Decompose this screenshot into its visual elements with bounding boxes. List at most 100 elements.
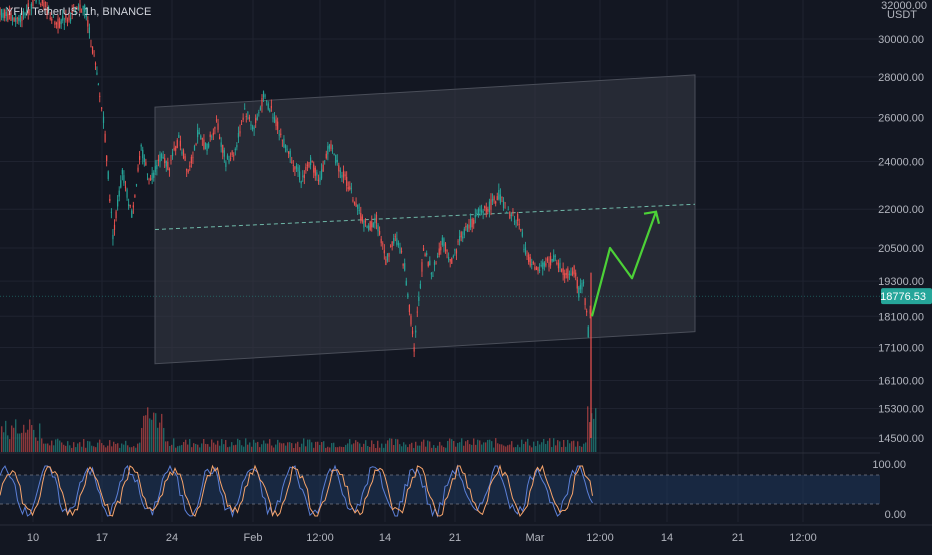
price-candle-body	[523, 249, 524, 250]
price-candle-body	[330, 144, 331, 149]
price-candle-body	[379, 231, 380, 235]
price-candle-body	[418, 297, 419, 301]
volume-bar	[65, 446, 66, 452]
price-candle-body	[56, 23, 57, 25]
volume-bar	[51, 441, 52, 452]
price-candle-body	[409, 305, 410, 312]
price-candle-body	[0, 8, 1, 15]
volume-bar	[291, 443, 292, 452]
volume-bar	[59, 441, 60, 452]
price-candle-body	[555, 256, 556, 257]
price-candle-body	[282, 140, 283, 141]
volume-bar	[37, 441, 38, 452]
time-axis-label: Mar	[526, 532, 545, 544]
price-candle-body	[296, 165, 297, 168]
volume-bar	[39, 423, 40, 452]
price-candle-body	[536, 267, 537, 270]
price-candle-body	[51, 19, 52, 21]
price-candle-body	[354, 202, 355, 204]
volume-bar	[89, 441, 90, 452]
volume-bar	[7, 435, 8, 452]
volume-bar	[23, 425, 24, 452]
price-candle-body	[552, 259, 553, 261]
volume-bar	[493, 448, 494, 452]
price-candle-body	[257, 117, 258, 120]
volume-bar	[267, 444, 268, 452]
volume-bar	[223, 444, 224, 452]
price-candle-body	[575, 273, 576, 277]
price-candle-body	[351, 188, 352, 189]
volume-bar	[479, 440, 480, 452]
price-candle-body	[158, 159, 159, 161]
volume-bar	[29, 419, 30, 452]
price-candle-body	[566, 273, 567, 275]
volume-bar	[81, 447, 82, 452]
osc-axis-tick: 0.00	[885, 509, 906, 521]
volume-bar	[205, 444, 206, 452]
price-candle-body	[114, 225, 115, 230]
price-candle-body	[348, 187, 349, 189]
volume-bar	[87, 441, 88, 452]
price-candle-body	[558, 263, 559, 268]
volume-bar	[361, 447, 362, 452]
volume-bar	[469, 444, 470, 452]
price-candle-body	[547, 258, 548, 260]
price-candle-body	[134, 195, 135, 197]
price-candle-body	[216, 120, 217, 121]
price-candle-body	[399, 247, 400, 253]
price-candle-body	[542, 262, 543, 268]
price-candle-body	[473, 220, 474, 224]
price-candle-body	[337, 160, 338, 162]
price-candle-body	[304, 175, 305, 178]
price-candle-body	[410, 316, 411, 325]
volume-bar	[121, 443, 122, 452]
price-candle-body	[57, 19, 58, 28]
price-candle-body	[374, 218, 375, 223]
volume-bar	[383, 448, 384, 452]
volume-bar	[95, 447, 96, 452]
volume-bar	[387, 440, 388, 452]
price-candle-body	[238, 133, 239, 138]
volume-bar	[319, 445, 320, 452]
time-axis-label: 12:00	[586, 532, 614, 544]
volume-bar	[17, 433, 18, 452]
price-axis-tick: 28000.00	[878, 72, 924, 84]
volume-bar	[295, 443, 296, 452]
volume-bar	[553, 438, 554, 452]
price-candle-body	[321, 169, 322, 178]
volume-bar	[103, 445, 104, 452]
volume-bar	[351, 444, 352, 452]
volume-bar	[573, 441, 574, 452]
price-candle-body	[312, 161, 313, 162]
price-candle-body	[200, 136, 201, 140]
volume-bar	[453, 441, 454, 452]
price-candle-body	[334, 154, 335, 155]
price-candle-body	[459, 236, 460, 241]
price-candle-body	[103, 117, 104, 123]
volume-bar	[129, 447, 130, 452]
price-candle-body	[261, 98, 262, 106]
volume-bar	[41, 438, 42, 452]
volume-bar	[535, 446, 536, 452]
price-candle-body	[486, 208, 487, 213]
price-candle-body	[283, 139, 284, 148]
price-candle-body	[42, 0, 43, 3]
price-candle-body	[109, 199, 110, 201]
price-candle-body	[509, 212, 510, 218]
volume-bar	[311, 442, 312, 452]
volume-bar	[339, 447, 340, 452]
price-candle-body	[346, 177, 347, 186]
price-candle-body	[194, 146, 195, 151]
price-candle-body	[319, 177, 320, 181]
volume-bar	[153, 413, 154, 452]
price-candle-body	[588, 327, 589, 337]
price-candle-body	[225, 162, 226, 167]
volume-bar	[107, 446, 108, 452]
price-candle-body	[541, 265, 542, 266]
volume-bar	[507, 445, 508, 452]
price-candle-body	[181, 152, 182, 153]
volume-bar	[421, 442, 422, 452]
price-candle-body	[96, 73, 97, 75]
